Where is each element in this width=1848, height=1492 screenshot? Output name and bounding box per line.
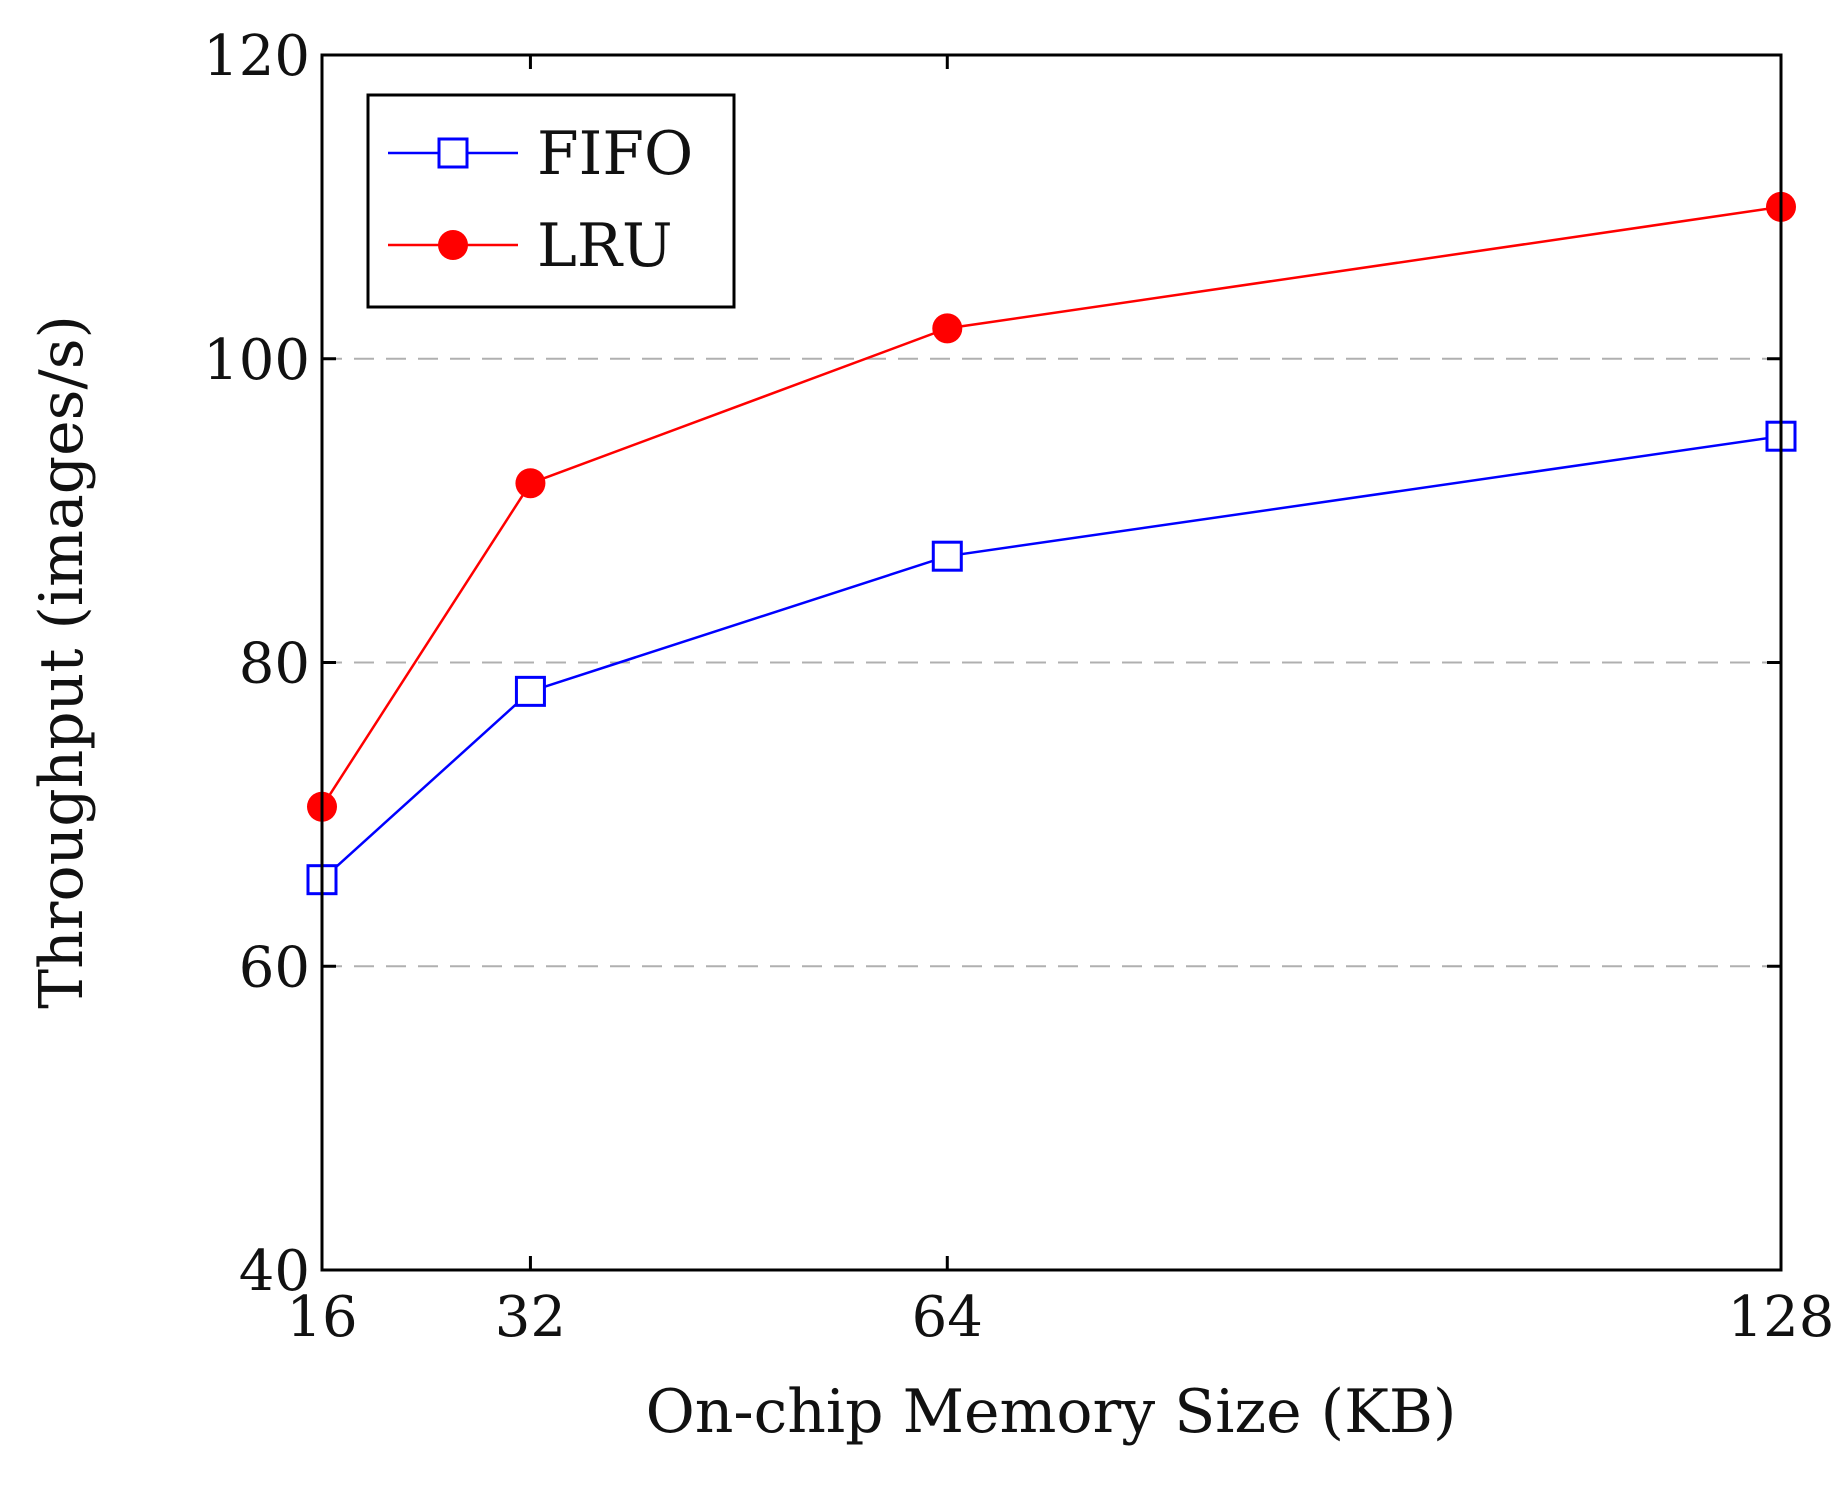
series-layer <box>306 191 1797 896</box>
series-fifo-point-64 <box>931 540 963 572</box>
axis-ticks: 40 60 80 100 120 16 32 64 128 <box>203 24 1834 1350</box>
x-tick-label-32: 32 <box>495 1285 566 1350</box>
legend: FIFO LRU <box>366 93 736 309</box>
legend-box <box>366 93 736 309</box>
y-tick-label-120: 120 <box>203 24 310 89</box>
legend-lru-marker <box>438 230 468 260</box>
series-lru-point-32 <box>515 468 546 499</box>
y-tick-label-60: 60 <box>239 935 310 1000</box>
series-fifo-point-32 <box>514 675 546 707</box>
series-fifo-line <box>321 434 1782 881</box>
y-tick-label-100: 100 <box>203 328 310 393</box>
x-axis-label: On-chip Memory Size (KB) <box>646 1377 1457 1447</box>
legend-fifo-label: FIFO <box>537 119 693 189</box>
legend-fifo-marker <box>437 137 469 169</box>
legend-lru-label: LRU <box>537 211 673 281</box>
series-lru-line <box>320 205 1782 808</box>
x-tick-label-64: 64 <box>912 1285 983 1350</box>
series-lru-point-64 <box>932 313 963 344</box>
y-axis-label: Throughput (images/s) <box>27 315 97 1009</box>
x-tick-label-128: 128 <box>1728 1285 1835 1350</box>
y-tick-label-40: 40 <box>239 1239 310 1304</box>
y-tick-label-80: 80 <box>239 632 310 697</box>
grid-lines <box>322 357 1781 968</box>
x-tick-label-16: 16 <box>286 1285 357 1350</box>
